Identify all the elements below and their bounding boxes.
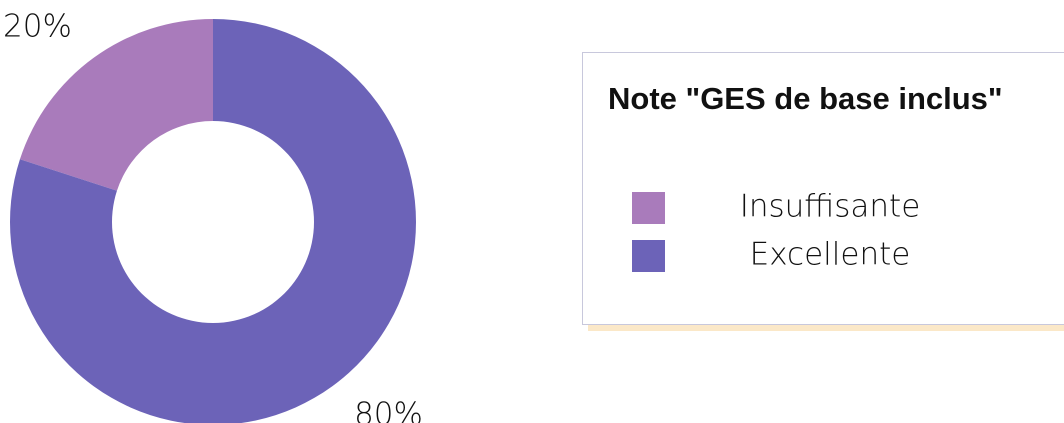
legend-box bbox=[582, 52, 1064, 325]
legend-swatch bbox=[632, 192, 665, 224]
value-label: 80% bbox=[354, 397, 423, 423]
value-label: 20% bbox=[3, 8, 72, 44]
legend-label: Excellente bbox=[750, 237, 911, 273]
pie-slice bbox=[10, 19, 416, 423]
legend-label: Insuffisante bbox=[740, 189, 921, 225]
pie-slice bbox=[19, 19, 213, 191]
legend-swatch bbox=[632, 240, 665, 272]
legend-title: Note "GES de base inclus" bbox=[608, 81, 1003, 116]
